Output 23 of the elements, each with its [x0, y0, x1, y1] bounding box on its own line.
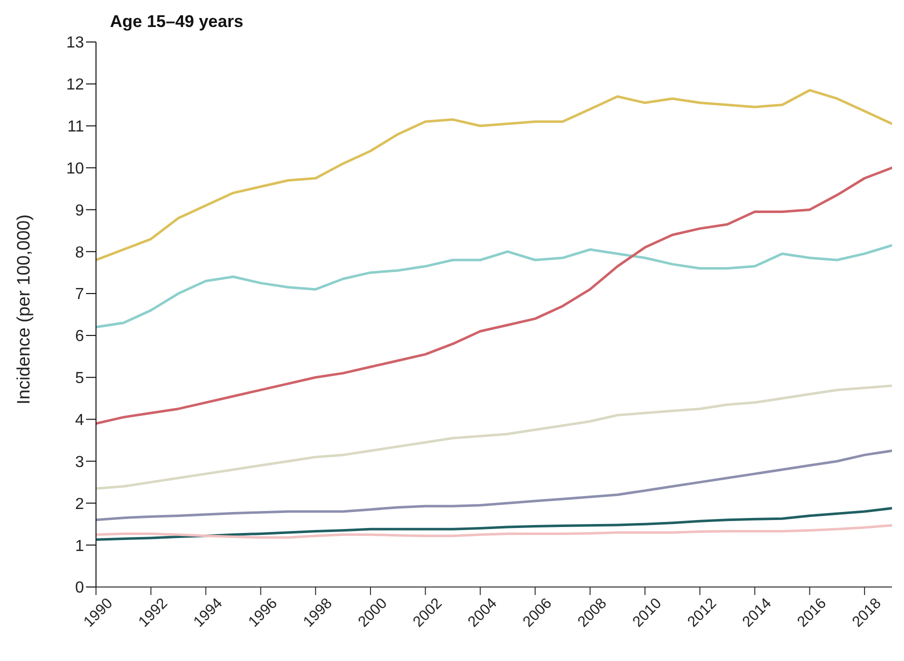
y-tick-label: 1	[75, 538, 84, 555]
line-series	[96, 88, 892, 262]
y-tick-label: 11	[67, 118, 84, 136]
chart-title: Age 15–49 years	[110, 12, 244, 32]
y-tick-label: 12	[66, 76, 84, 94]
y-tick-label: 3	[75, 454, 84, 471]
y-axis-title: Incidence (per 100,000)	[13, 214, 34, 404]
y-tick-label: 13	[66, 34, 84, 52]
y-tick-label: 7	[75, 286, 84, 304]
line-series	[96, 244, 892, 328]
y-tick-label: 6	[75, 328, 84, 346]
y-tick-label: 10	[66, 160, 84, 178]
y-tick-label: 8	[75, 244, 84, 262]
y-tick-label: 0	[75, 580, 84, 597]
line-series	[96, 524, 892, 539]
y-tick-label: 2	[75, 496, 84, 513]
y-tick-label: 5	[75, 370, 84, 388]
line-series	[96, 166, 892, 425]
line-series	[96, 450, 892, 522]
y-tick-label: 9	[75, 202, 84, 220]
line-series	[96, 506, 892, 541]
y-tick-label: 4	[75, 412, 84, 429]
line-series	[96, 384, 892, 490]
